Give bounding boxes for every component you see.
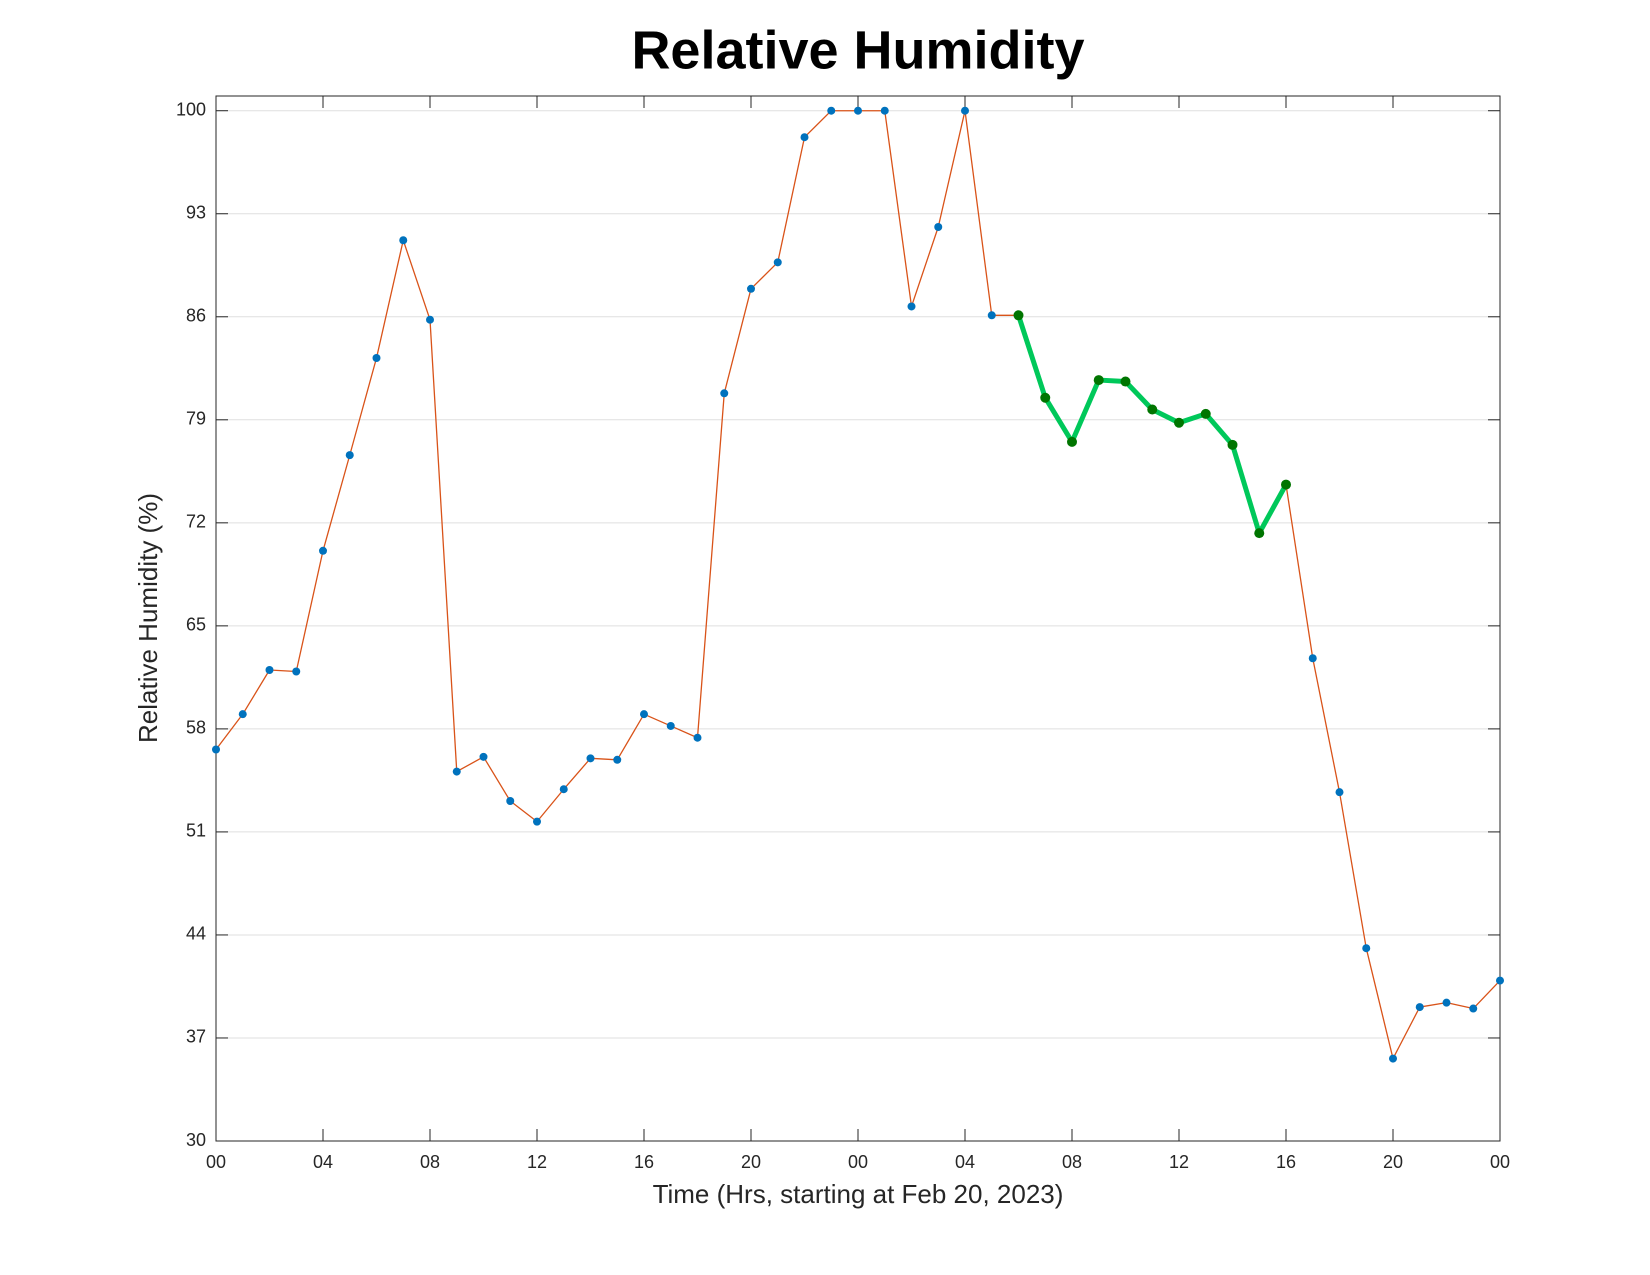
data-point — [1200, 408, 1211, 419]
y-tick-label: 44 — [186, 924, 206, 944]
data-point — [1040, 392, 1051, 403]
data-point — [907, 302, 916, 311]
x-tick-label: 00 — [1490, 1152, 1510, 1172]
y-tick-label: 58 — [186, 718, 206, 738]
x-tick-label: 00 — [848, 1152, 868, 1172]
data-point — [319, 546, 327, 555]
data-point — [640, 710, 648, 719]
chart-title: Relative Humidity — [631, 20, 1084, 80]
data-point — [452, 767, 461, 776]
data-point — [934, 222, 943, 231]
data-point — [666, 721, 675, 730]
data-point — [238, 710, 247, 719]
data-point — [426, 315, 434, 324]
data-point — [559, 785, 568, 794]
x-tick-label: 16 — [1276, 1152, 1296, 1172]
y-tick-label: 79 — [186, 409, 206, 429]
data-point — [854, 106, 862, 115]
data-point — [506, 797, 515, 806]
x-tick-label: 20 — [1383, 1152, 1403, 1172]
data-point — [479, 752, 488, 761]
x-tick-label: 08 — [1062, 1152, 1082, 1172]
y-tick-label: 30 — [186, 1130, 206, 1150]
x-tick-label: 08 — [420, 1152, 440, 1172]
data-point — [1469, 1004, 1478, 1013]
data-point — [1093, 375, 1104, 386]
x-tick-label: 20 — [741, 1152, 761, 1172]
y-tick-label: 51 — [186, 821, 206, 841]
data-point — [747, 284, 755, 293]
data-point — [720, 389, 729, 398]
data-line — [215, 110, 1501, 1060]
data-point — [1227, 439, 1238, 450]
data-point — [1335, 788, 1344, 797]
x-tick-label: 00 — [206, 1152, 226, 1172]
data-point — [292, 667, 301, 676]
y-tick-label: 72 — [186, 512, 206, 532]
data-point — [1013, 310, 1024, 321]
data-point — [372, 353, 381, 362]
data-point — [987, 311, 996, 320]
data-point — [773, 258, 782, 267]
data-point — [1308, 654, 1317, 663]
data-point — [800, 133, 809, 142]
data-point — [1067, 436, 1077, 447]
data-point — [693, 733, 702, 742]
x-tick-label: 12 — [1169, 1152, 1189, 1172]
x-tick-label: 12 — [527, 1152, 547, 1172]
data-point — [827, 106, 836, 115]
data-point — [1174, 417, 1184, 428]
y-tick-label: 93 — [186, 202, 206, 222]
data-point — [1496, 976, 1504, 985]
data-point — [265, 666, 274, 675]
data-point — [1281, 479, 1291, 490]
data-point — [1389, 1054, 1397, 1063]
data-point — [1362, 944, 1371, 953]
data-point — [1147, 404, 1158, 415]
data-point — [212, 745, 220, 754]
data-point — [586, 754, 595, 763]
data-point — [613, 755, 622, 764]
y-tick-label: 86 — [186, 306, 206, 326]
y-axis-label: Relative Humidity (%) — [133, 493, 163, 743]
data-point — [533, 817, 541, 826]
plot-frame — [215, 95, 1501, 1142]
y-tick-label: 100 — [176, 99, 206, 119]
data-point — [1254, 528, 1265, 539]
data-point — [961, 106, 969, 115]
x-tick-label: 16 — [634, 1152, 654, 1172]
x-axis-label: Time (Hrs, starting at Feb 20, 2023) — [653, 1179, 1064, 1209]
y-tick-label: 65 — [186, 615, 206, 635]
data-line — [1016, 314, 1289, 536]
data-point — [345, 451, 354, 460]
x-tick-label: 04 — [313, 1152, 333, 1172]
data-point — [1442, 998, 1451, 1007]
data-point — [1120, 376, 1131, 387]
data-point — [880, 106, 889, 115]
y-tick-label: 37 — [186, 1027, 206, 1047]
data-point — [399, 236, 408, 245]
data-point — [1415, 1003, 1424, 1012]
x-tick-label: 04 — [955, 1152, 975, 1172]
